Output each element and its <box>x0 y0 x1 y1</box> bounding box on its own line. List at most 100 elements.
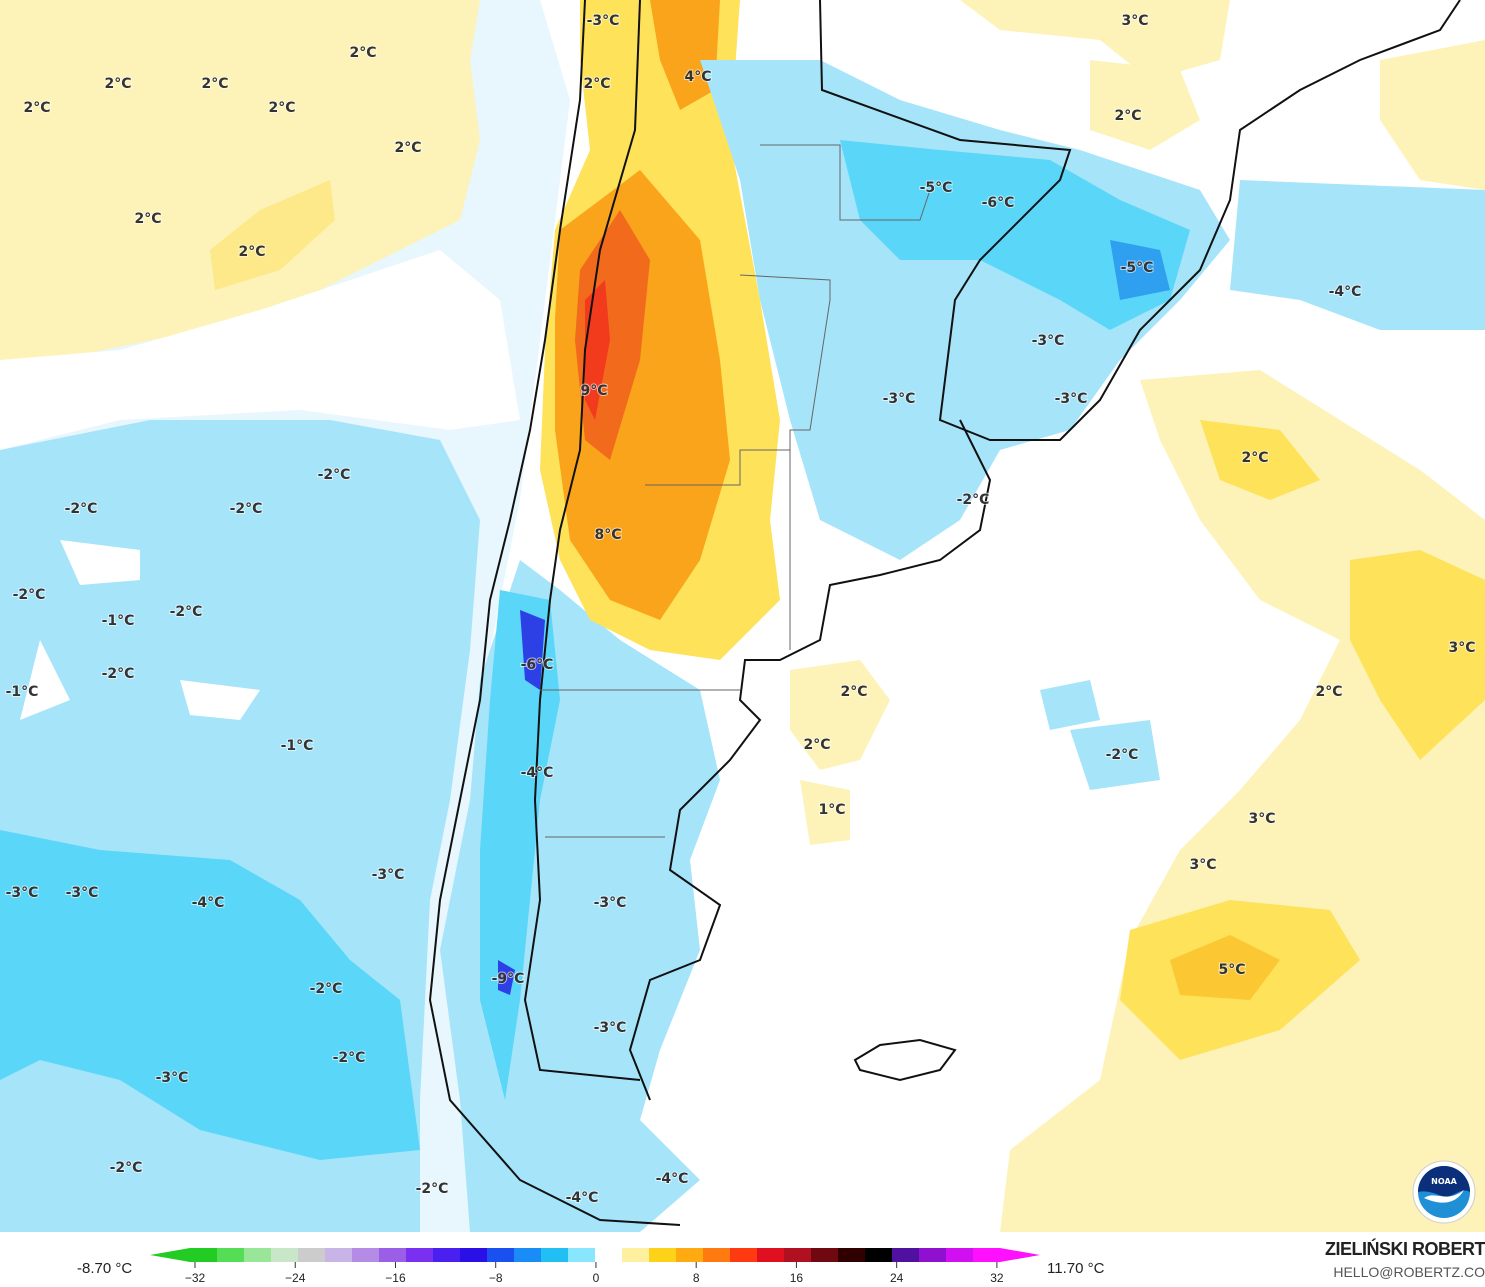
colorbar-tick-label: 0 <box>593 1271 600 1285</box>
colorbar-swatch <box>190 1248 218 1262</box>
contour-label: 2°C <box>840 684 867 700</box>
contour-label: 8°C <box>594 527 621 543</box>
contour-label: -3°C <box>1032 333 1065 349</box>
noaa-logo: NOAA <box>1412 1160 1476 1224</box>
colorbar: −32 −24 −16 −8 0 8 16 24 32 <box>150 1248 1040 1285</box>
country-borders <box>428 0 1461 1226</box>
colorbar-swatch <box>595 1248 623 1262</box>
contour-label: -3°C <box>587 13 620 29</box>
colorbar-tick-label: −24 <box>285 1271 306 1285</box>
contour-label: -4°C <box>192 895 225 911</box>
colorbar-swatch <box>433 1248 461 1262</box>
colorbar-swatch <box>379 1248 407 1262</box>
contour-label: -4°C <box>566 1190 599 1206</box>
colorbar-swatch <box>487 1248 515 1262</box>
contour-label: 2°C <box>1315 684 1342 700</box>
colorbar-tick-label: 16 <box>790 1271 804 1285</box>
contour-label: 3°C <box>1121 13 1148 29</box>
contour-label: -1°C <box>102 613 135 629</box>
colorbar-swatch <box>757 1248 785 1262</box>
contour-label: 2°C <box>268 100 295 116</box>
colorbar-swatch <box>919 1248 947 1262</box>
contour-label: 2°C <box>1241 450 1268 466</box>
contour-label: 1°C <box>818 802 845 818</box>
colorbar-swatch <box>217 1248 245 1262</box>
contour-label: -4°C <box>521 765 554 781</box>
colorbar-swatch <box>244 1248 272 1262</box>
contour-label: 2°C <box>134 211 161 227</box>
author-email: HELLO@ROBERTZ.CO <box>1333 1264 1485 1280</box>
contour-label: -9°C <box>492 971 525 987</box>
contour-label: -2°C <box>333 1050 366 1066</box>
colorbar-swatch <box>730 1248 758 1262</box>
colorbar-tick-label: 32 <box>990 1271 1004 1285</box>
contour-label: 3°C <box>1248 811 1275 827</box>
contour-label: -2°C <box>170 604 203 620</box>
contour-label: -3°C <box>66 885 99 901</box>
contour-label: -2°C <box>416 1181 449 1197</box>
colorbar-swatch <box>541 1248 569 1262</box>
colorbar-swatch <box>325 1248 353 1262</box>
colorbar-tick-label: −32 <box>185 1271 206 1285</box>
colorbar-swatch <box>460 1248 488 1262</box>
contour-label: 2°C <box>23 100 50 116</box>
contour-label: -3°C <box>156 1070 189 1086</box>
contour-label: 2°C <box>349 45 376 61</box>
contour-label: -2°C <box>102 666 135 682</box>
contour-label: -6°C <box>982 195 1015 211</box>
colorbar-tick-label: 24 <box>890 1271 904 1285</box>
contour-label: -4°C <box>1329 284 1362 300</box>
contour-label: -5°C <box>1121 260 1154 276</box>
colorbar-swatch <box>946 1248 974 1262</box>
colorbar-swatch <box>676 1248 704 1262</box>
contour-label: 9°C <box>580 383 607 399</box>
contour-label: -3°C <box>594 1020 627 1036</box>
contour-label: -1°C <box>281 738 314 754</box>
author-name: ZIELIŃSKI ROBERT <box>1324 1239 1485 1259</box>
colorbar-swatch <box>622 1248 650 1262</box>
contour-label: 2°C <box>104 76 131 92</box>
contour-label: 3°C <box>1189 857 1216 873</box>
contour-label: 2°C <box>803 737 830 753</box>
colorbar-swatch <box>838 1248 866 1262</box>
legend: -8.70 °C −32 −24 −16 −8 0 8 16 24 32 11.70 °C ZI… <box>0 1232 1485 1287</box>
province-borders <box>540 144 931 838</box>
contour-label: -5°C <box>920 180 953 196</box>
colorbar-extend-arrow <box>1000 1248 1040 1262</box>
contour-label: 2°C <box>394 140 421 156</box>
contour-label: -3°C <box>594 895 627 911</box>
contour-label: 2°C <box>201 76 228 92</box>
colorbar-tick-label: 8 <box>693 1271 700 1285</box>
anomaly-fields <box>0 0 1485 1232</box>
colorbar-swatch <box>568 1248 596 1262</box>
colorbar-swatch <box>298 1248 326 1262</box>
colorbar-swatch <box>649 1248 677 1262</box>
colorbar-swatch <box>973 1248 1001 1262</box>
contour-label: 5°C <box>1218 962 1245 978</box>
colorbar-tick-label: −16 <box>385 1271 406 1285</box>
contour-label: 2°C <box>1114 108 1141 124</box>
colorbar-swatch <box>892 1248 920 1262</box>
noaa-logo-text: NOAA <box>1431 1177 1457 1186</box>
contour-label: -3°C <box>883 391 916 407</box>
contour-label: 2°C <box>583 76 610 92</box>
colorbar-swatch <box>271 1248 299 1262</box>
colorbar-swatch <box>703 1248 731 1262</box>
colorbar-extend-arrow <box>150 1248 190 1262</box>
contour-label: -2°C <box>310 981 343 997</box>
contour-label: -2°C <box>110 1160 143 1176</box>
contour-label: -6°C <box>521 657 554 673</box>
colorbar-swatch <box>811 1248 839 1262</box>
colorbar-swatch <box>865 1248 893 1262</box>
contour-label: -3°C <box>6 885 39 901</box>
contour-label: -4°C <box>656 1171 689 1187</box>
colorbar-swatch <box>406 1248 434 1262</box>
colorbar-swatch <box>784 1248 812 1262</box>
contour-label: 4°C <box>684 69 711 85</box>
contour-label: -2°C <box>65 501 98 517</box>
contour-label: -3°C <box>1055 391 1088 407</box>
contour-label: 3°C <box>1448 640 1475 656</box>
contour-label: -1°C <box>6 684 39 700</box>
colorbar-swatch <box>514 1248 542 1262</box>
contour-labels: 2°C 2°C 2°C 2°C 2°C 2°C 2°C 2°C -3°C 4°C 2°C 3°C 2°C… <box>5 12 1477 1207</box>
